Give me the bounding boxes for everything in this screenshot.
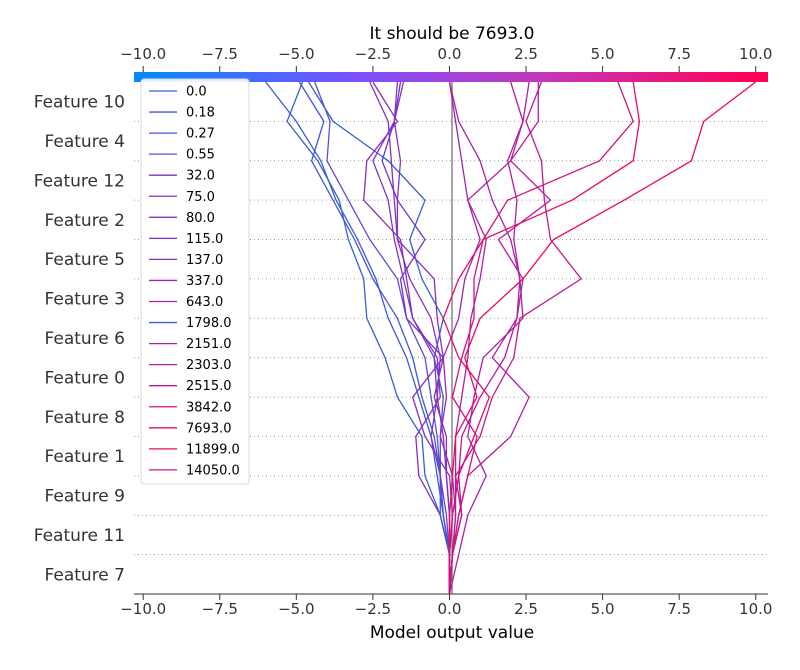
legend-label: 11899.0 — [186, 442, 240, 457]
decision-line — [448, 81, 524, 595]
legend-label: 75.0 — [186, 190, 215, 205]
legend-label: 137.0 — [186, 253, 223, 268]
top-tick-label: 2.5 — [514, 45, 538, 63]
chart-title: It should be 7693.0 — [370, 24, 535, 44]
decision-line — [308, 81, 451, 594]
decision-line — [286, 81, 451, 594]
bottom-tick-label: 7.5 — [667, 600, 691, 618]
top-tick-label: −10.0 — [120, 45, 166, 63]
decision-line — [448, 81, 530, 595]
top-tick-label: 0.0 — [438, 45, 462, 63]
feature-label: Feature 3 — [45, 290, 125, 310]
feature-label: Feature 6 — [45, 329, 125, 349]
feature-label: Feature 9 — [45, 487, 125, 507]
top-tick-label: 10.0 — [739, 45, 772, 63]
legend-label: 32.0 — [186, 169, 215, 184]
bottom-tick-label: 5.0 — [591, 600, 615, 618]
feature-label: Feature 12 — [34, 171, 125, 191]
legend-label: 3842.0 — [186, 400, 232, 415]
decision-line — [298, 81, 451, 594]
top-x-axis: −10.0 −7.5 −5.0 −2.5 0.0 2.5 5.0 7.5 10.0 — [120, 45, 772, 72]
legend-label: 0.18 — [186, 106, 215, 121]
legend-label: 2151.0 — [186, 337, 232, 352]
bottom-x-axis: −10.0 −7.5 −5.0 −2.5 0.0 2.5 5.0 7.5 10.0 — [120, 593, 772, 618]
decision-line — [448, 81, 757, 594]
legend-label: 0.27 — [186, 127, 215, 142]
top-tick-label: −7.5 — [202, 45, 238, 63]
legend-label: 0.55 — [186, 148, 215, 163]
decision-line — [369, 81, 454, 594]
bottom-tick-label: −10.0 — [120, 600, 166, 618]
feature-label: Feature 11 — [34, 526, 125, 546]
decision-line — [448, 82, 552, 595]
legend-label: 337.0 — [186, 274, 223, 289]
feature-label: Feature 5 — [45, 250, 125, 270]
feature-labels: Feature 10 Feature 4 Feature 12 Feature 2 Fe… — [34, 93, 125, 586]
bottom-tick-label: −5.0 — [278, 600, 314, 618]
feature-label: Feature 10 — [34, 93, 125, 113]
decision-line — [448, 81, 634, 595]
legend-label: 2303.0 — [186, 358, 232, 373]
legend: 0.0 0.18 0.27 0.55 32.0 75.0 80.0 115.0 137.0 337… — [140, 78, 250, 485]
legend-box — [140, 78, 250, 485]
bottom-tick-label: −7.5 — [202, 600, 238, 618]
legend-label: 643.0 — [186, 295, 223, 310]
legend-label: 14050.0 — [186, 463, 240, 478]
decision-line — [448, 81, 583, 595]
feature-label: Feature 0 — [45, 368, 125, 388]
bottom-tick-label: 2.5 — [514, 600, 538, 618]
bottom-tick-label: −2.5 — [355, 600, 391, 618]
bottom-tick-label: 0.0 — [438, 600, 462, 618]
feature-label: Feature 7 — [45, 565, 125, 585]
feature-label: Feature 8 — [45, 408, 125, 428]
decision-line — [265, 81, 451, 594]
x-axis-label: Model output value — [370, 623, 534, 643]
feature-label: Feature 4 — [45, 132, 125, 152]
legend-label: 7693.0 — [186, 421, 232, 436]
legend-label: 115.0 — [186, 232, 223, 247]
top-tick-label: −5.0 — [278, 45, 314, 63]
bottom-tick-label: 10.0 — [739, 600, 772, 618]
top-tick-label: 5.0 — [591, 45, 615, 63]
legend-label: 80.0 — [186, 211, 215, 226]
legend-label: 0.0 — [186, 85, 207, 100]
colorbar — [134, 72, 768, 82]
decision-line — [372, 81, 451, 594]
decision-line — [314, 81, 451, 594]
top-tick-label: −2.5 — [355, 45, 391, 63]
decision-lines — [265, 81, 757, 595]
legend-label: 1798.0 — [186, 316, 232, 331]
feature-label: Feature 2 — [45, 211, 125, 231]
top-tick-label: 7.5 — [667, 45, 691, 63]
decision-line — [381, 81, 451, 594]
decision-line — [442, 81, 641, 594]
legend-label: 2515.0 — [186, 379, 232, 394]
feature-label: Feature 1 — [45, 447, 125, 467]
